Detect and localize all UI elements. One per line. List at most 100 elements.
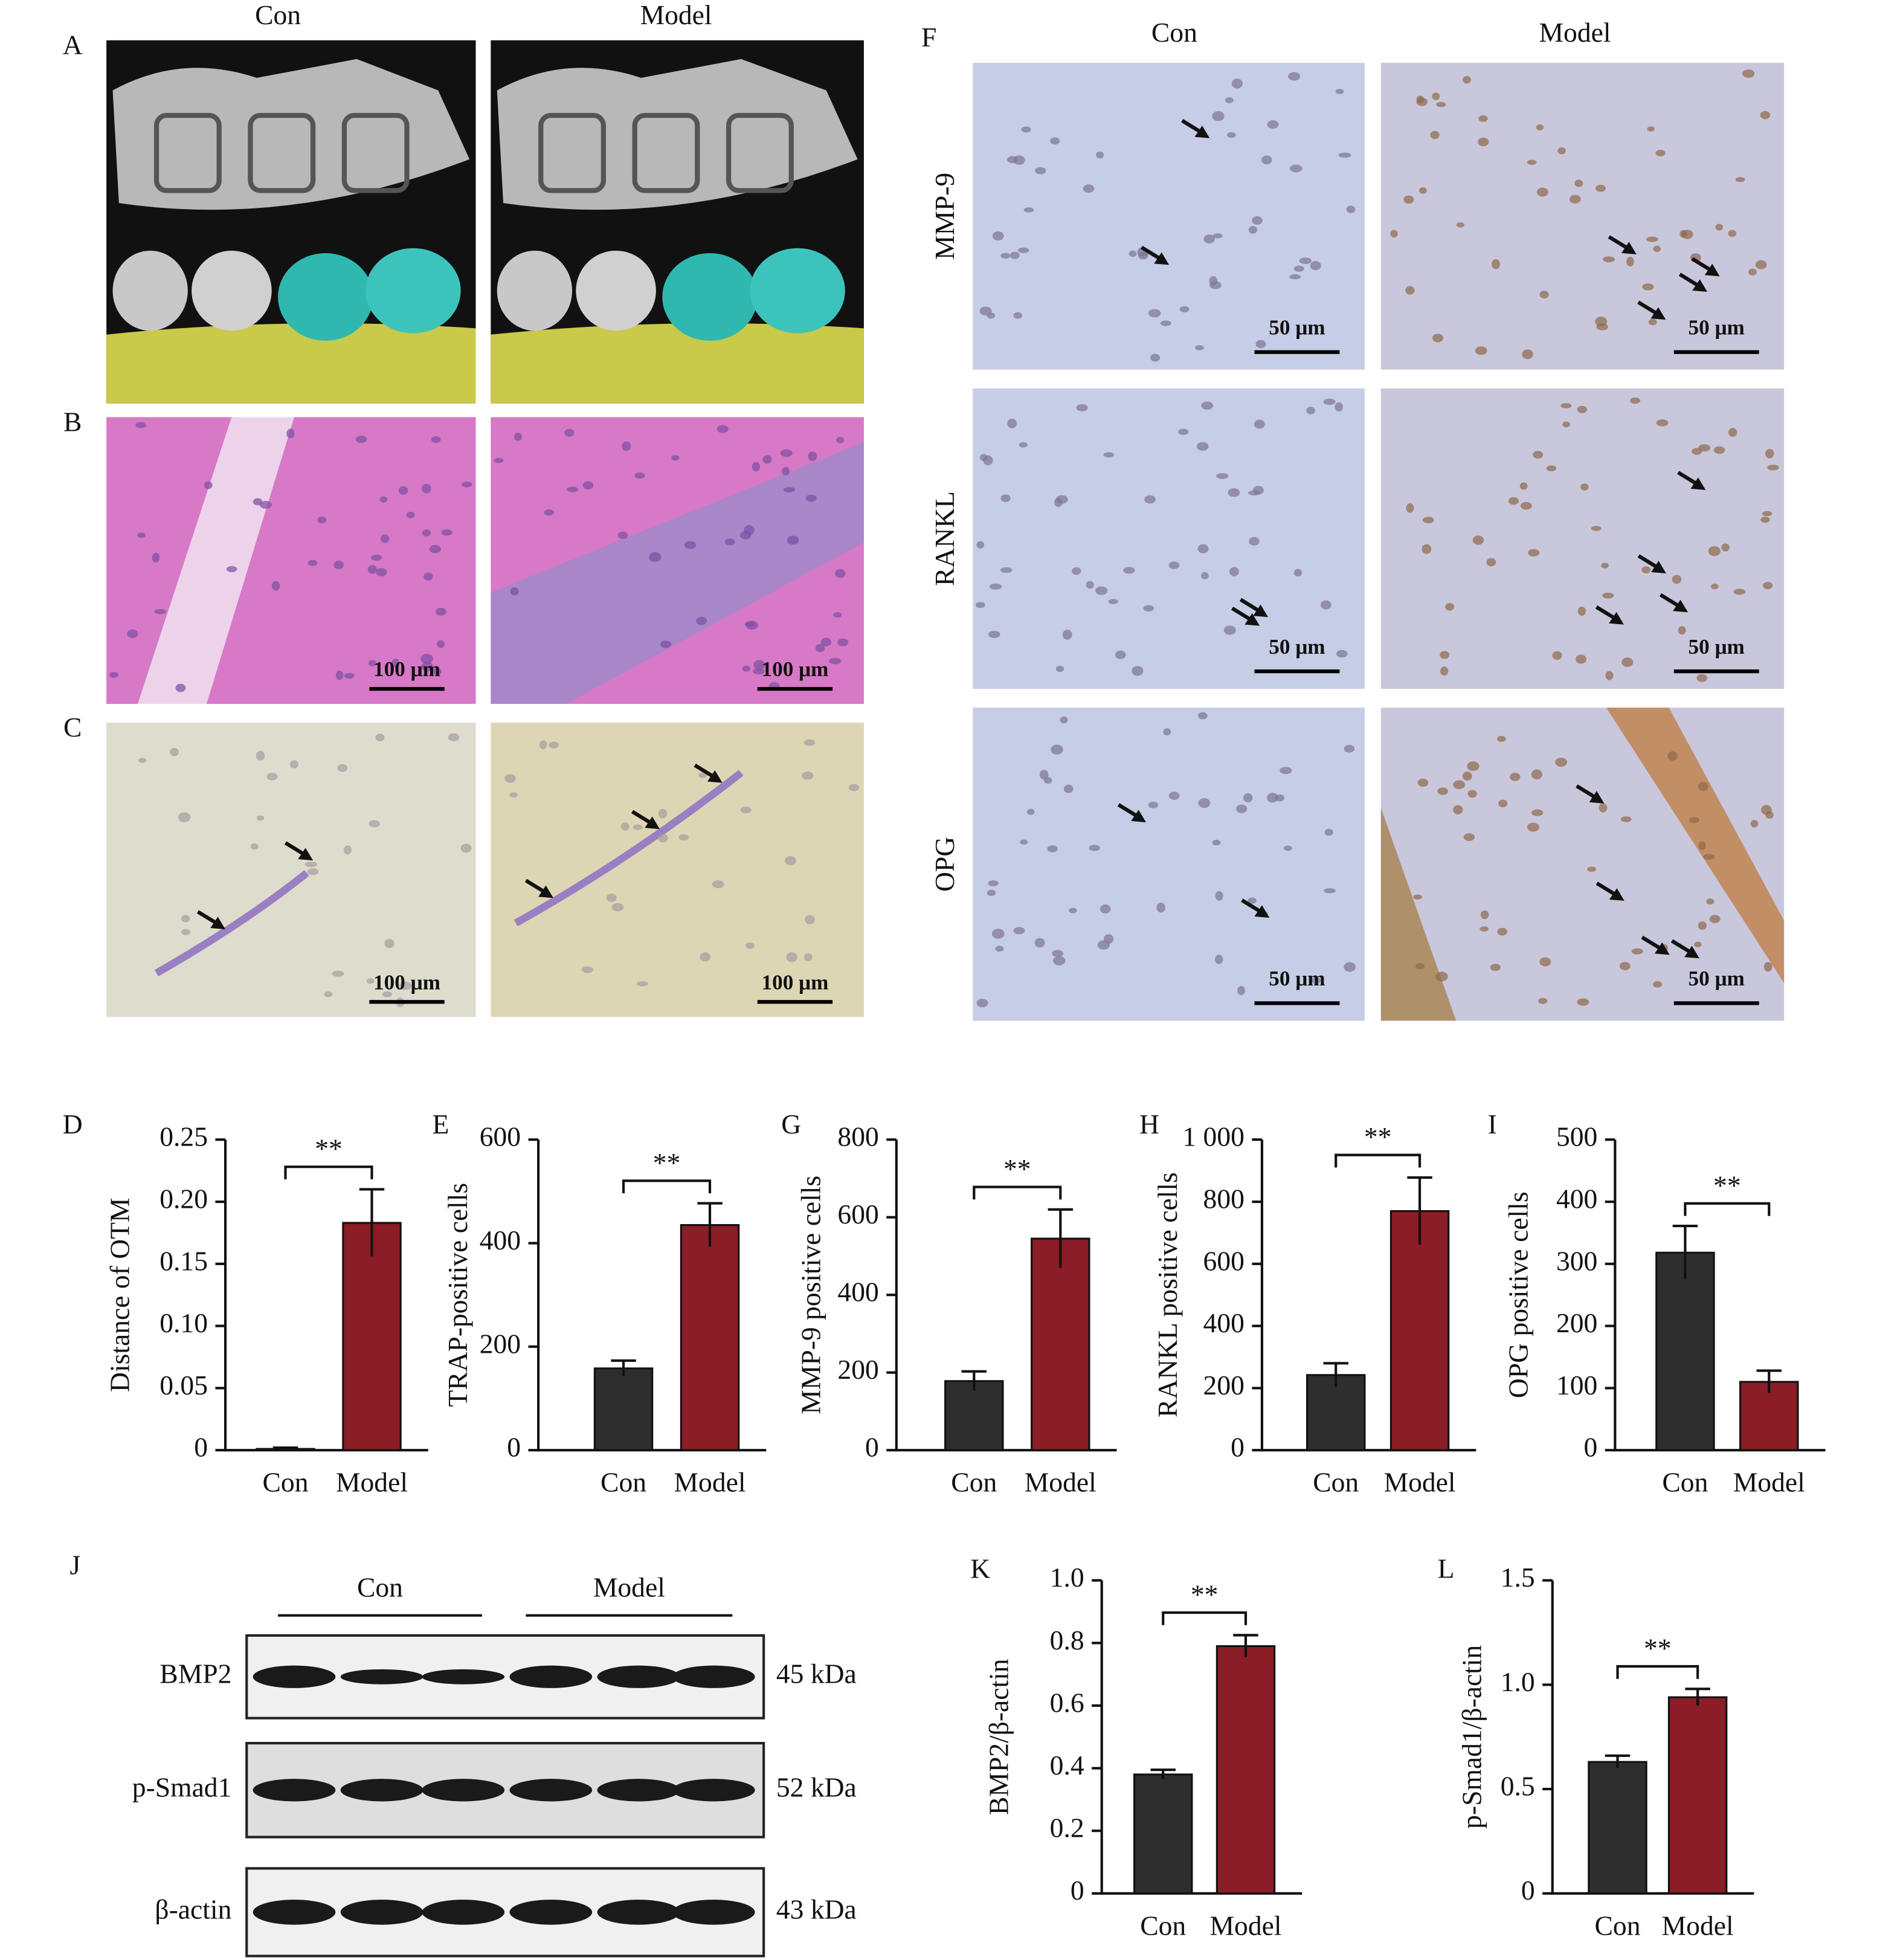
arrow-head [1621, 242, 1637, 254]
y-axis-label: RANKL positive cells [1152, 1172, 1183, 1417]
significance-bracket [1616, 1665, 1699, 1679]
cell [1653, 245, 1661, 253]
cell [782, 466, 790, 476]
cell [1013, 927, 1025, 935]
arrow-head [707, 770, 723, 783]
x-tick-label: Model [1384, 1467, 1456, 1498]
cell [152, 552, 160, 563]
ihc-image [973, 708, 1365, 1021]
cell [1642, 283, 1654, 291]
band [597, 1779, 680, 1802]
panel-letter: J [69, 1549, 80, 1580]
cell [1310, 260, 1321, 271]
cell [829, 657, 842, 665]
cell [494, 457, 504, 463]
cell [391, 659, 400, 668]
bar [680, 1224, 740, 1451]
tooth [662, 253, 758, 341]
root-canal [538, 112, 607, 193]
osteoclast-line [154, 869, 309, 976]
bar [1031, 1237, 1090, 1451]
cell [1132, 666, 1144, 676]
cell [1728, 428, 1737, 437]
cell [1706, 898, 1715, 905]
cell [181, 915, 190, 923]
cell [1721, 543, 1730, 552]
arrow-head [1684, 946, 1700, 959]
cell [420, 654, 433, 664]
cell [1435, 972, 1448, 982]
cell [1467, 790, 1477, 798]
protein-label: p-Smad1 [132, 1771, 232, 1802]
row-label: OPG [929, 837, 960, 892]
error-bar [1672, 1225, 1698, 1280]
y-tick-label: 0 [865, 1432, 879, 1463]
scale-bar-label: 50 μm [1689, 967, 1745, 990]
cell [1056, 495, 1068, 504]
cell [1289, 274, 1301, 280]
cell [1212, 233, 1223, 239]
cell [1496, 736, 1506, 742]
y-tick-label: 200 [837, 1354, 878, 1385]
scale-bar-label: 100 μm [761, 657, 828, 681]
cell [1710, 583, 1719, 590]
cell [1432, 334, 1443, 343]
bar [1588, 1761, 1647, 1895]
bar [944, 1380, 1004, 1451]
cell [1709, 915, 1721, 923]
significance-bracket [622, 1179, 712, 1194]
arrow-head [1650, 307, 1666, 320]
panel-letter: C [63, 712, 82, 743]
ihc-image [1380, 62, 1785, 370]
cell [317, 516, 327, 524]
cell [1229, 567, 1239, 576]
cell [1406, 503, 1414, 513]
y-tick-label: 0.4 [1050, 1750, 1084, 1781]
bar [1306, 1374, 1366, 1451]
cell [432, 668, 442, 675]
cell [1198, 798, 1211, 808]
arrow-head [1609, 888, 1624, 901]
cell [178, 812, 191, 822]
cell [1344, 962, 1356, 972]
cell [991, 929, 1005, 939]
cell [1569, 195, 1581, 204]
cell [1288, 72, 1301, 81]
arrow-head [1690, 477, 1706, 490]
cell [226, 566, 237, 573]
bar [1216, 1645, 1276, 1895]
cell [127, 629, 138, 639]
cell [308, 559, 318, 566]
root-canal [248, 112, 316, 193]
cell [671, 455, 680, 461]
cell [1223, 625, 1236, 635]
cell [1767, 465, 1779, 471]
cell [1148, 802, 1159, 808]
cell [1619, 962, 1631, 970]
band [509, 1900, 593, 1925]
cell [135, 422, 146, 428]
cell [1249, 537, 1260, 546]
cell [510, 587, 519, 596]
cell [1655, 149, 1666, 156]
cell [657, 833, 668, 843]
cell [1520, 501, 1532, 510]
osteoclast-line [514, 770, 744, 927]
cell [1050, 137, 1060, 145]
y-tick-label: 1.5 [1501, 1562, 1535, 1593]
cell [1748, 268, 1757, 276]
x-tick-label: Con [1662, 1467, 1708, 1498]
cell [1656, 419, 1669, 427]
y-tick-label: 0.6 [1050, 1687, 1084, 1718]
cell [1168, 791, 1180, 800]
cell [1527, 160, 1537, 165]
cell [256, 815, 265, 821]
cell [1641, 566, 1651, 574]
cell [992, 231, 1004, 241]
cell [1539, 291, 1549, 298]
band [340, 1900, 423, 1925]
column-label: Con [255, 0, 301, 30]
cell [1760, 805, 1772, 815]
cell [1577, 998, 1589, 1006]
trap-stain [491, 723, 864, 1017]
